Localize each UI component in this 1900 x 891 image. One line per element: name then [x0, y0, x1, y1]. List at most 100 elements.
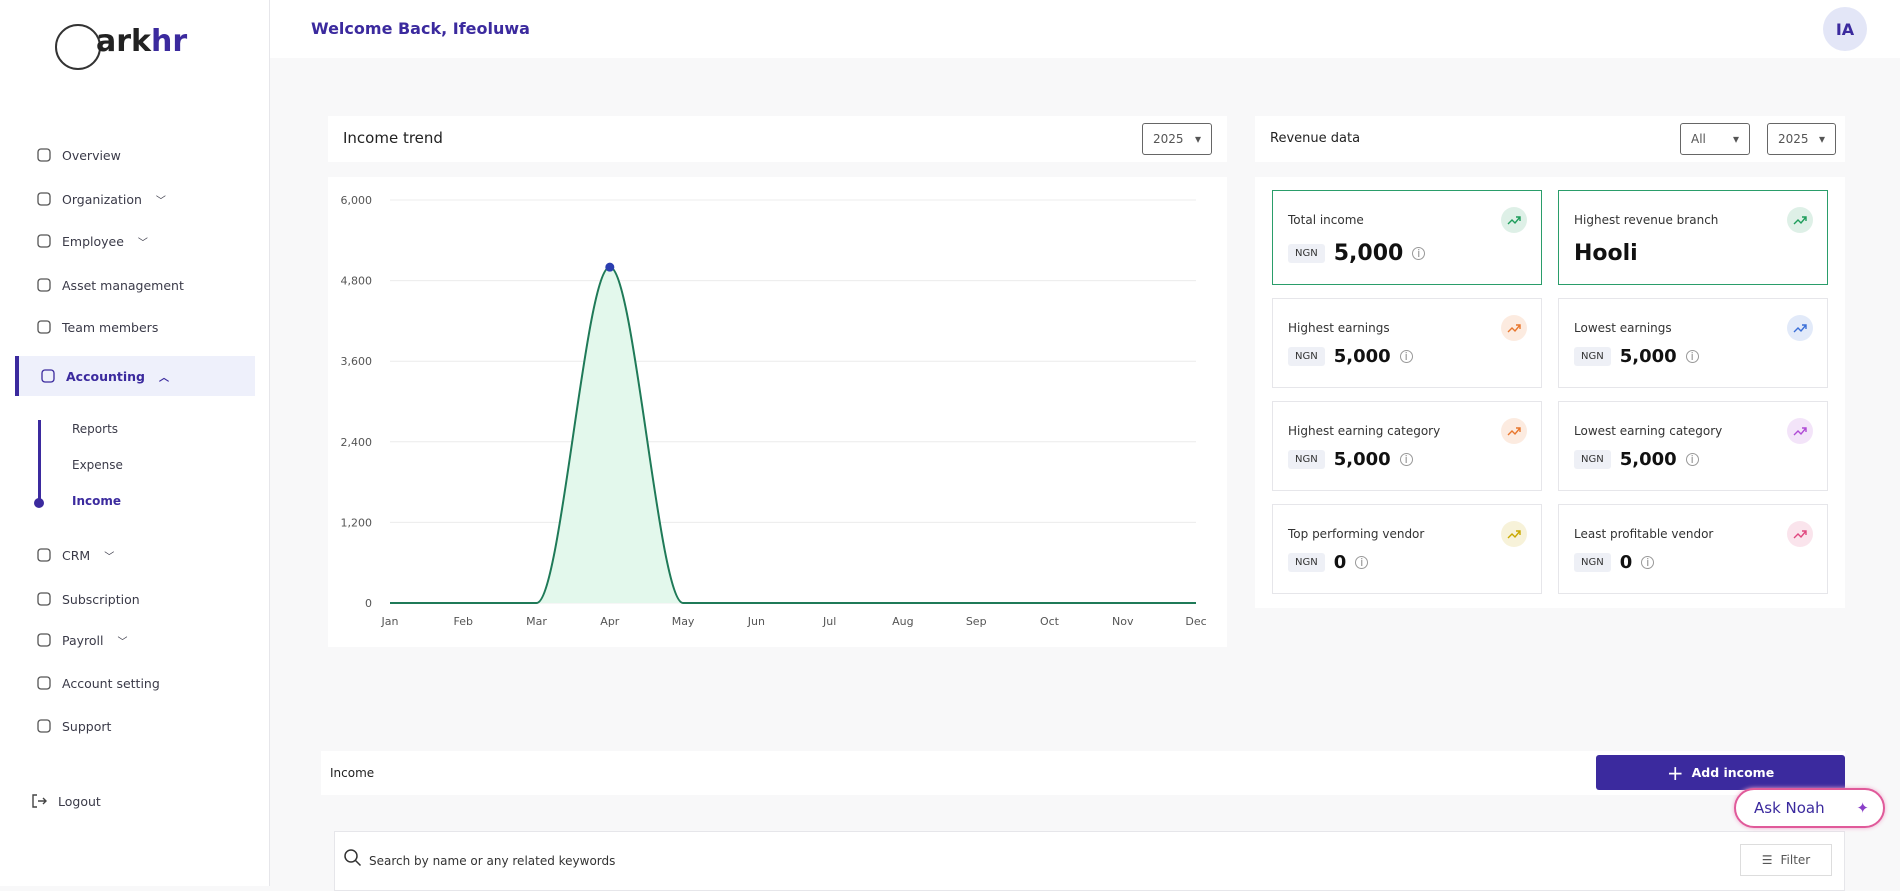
nav-icon: [37, 633, 51, 647]
trend-icon-bg: [1501, 521, 1527, 547]
trend-icon-arrow: [1507, 530, 1521, 539]
y-tick-label: 6,000: [341, 194, 373, 207]
x-tick-label: Oct: [1040, 615, 1060, 628]
logout-label: Logout: [58, 793, 101, 809]
filter-button[interactable]: ☰ Filter: [1740, 844, 1832, 876]
add-income-label: Add income: [1691, 765, 1775, 780]
nav-icon-shape: [37, 320, 51, 334]
y-tick-label: 1,200: [341, 516, 373, 529]
chevron: ﹀: [155, 195, 166, 207]
avatar[interactable]: IA: [1823, 7, 1867, 51]
filter-select-label: All: [1691, 132, 1706, 146]
trend-icon-arrow: [1507, 216, 1521, 225]
stat-value-row: NGN 0 i: [1288, 552, 1369, 573]
info-icon: i: [1399, 453, 1413, 466]
search-placeholder[interactable]: Search by name or any related keywords: [369, 854, 616, 868]
y-tick-label: 4,800: [341, 275, 373, 288]
trend-icon-bg: [1787, 418, 1813, 444]
sparkle-icon: ✦: [1856, 799, 1869, 817]
point: [605, 262, 615, 272]
nav-icon: [41, 369, 55, 383]
search-box: Search by name or any related keywords ☰…: [334, 831, 1845, 891]
x-tick-label: Aug: [892, 615, 913, 628]
info-icon: i: [1399, 350, 1413, 363]
currency-badge: NGN: [1574, 450, 1611, 469]
nav-item[interactable]: Payroll ﹀: [36, 630, 128, 650]
chevron: ︿: [159, 372, 169, 384]
stat-value: 0: [1333, 552, 1347, 573]
nav-item[interactable]: Organization ﹀: [36, 189, 166, 209]
trend-icon-arrow: [1507, 324, 1521, 333]
nav-item[interactable]: Accounting ︿: [40, 366, 169, 386]
nav-item[interactable]: Account setting: [36, 673, 160, 693]
sidebar: arkhr Logout Overview Organization ﹀ Employ…: [0, 0, 270, 886]
nav-item[interactable]: Support: [36, 716, 111, 736]
trend-icon-bg: [1787, 315, 1813, 341]
stat-label: Top performing vendor: [1288, 527, 1425, 541]
nav-label: Accounting: [66, 368, 145, 384]
nav-item[interactable]: Subscription: [36, 589, 140, 609]
stat-value-row: NGN 0 i: [1574, 552, 1655, 573]
logo-text: ark: [96, 24, 151, 59]
sub-nav-item[interactable]: Income: [72, 494, 122, 508]
trend-icon: [1787, 521, 1813, 547]
sub-nav-item[interactable]: Reports: [72, 422, 119, 436]
nav-icon: [37, 676, 51, 690]
filter-select[interactable]: All ▾: [1680, 123, 1750, 155]
nav-icon-shape: [37, 278, 51, 292]
logo: arkhr: [96, 24, 187, 59]
nav-icon-shape: [37, 148, 51, 162]
info-icon: i: [1685, 453, 1699, 466]
sub-nav-item[interactable]: Expense: [72, 458, 123, 472]
stat-card: Highest revenue branch Hooli: [1558, 190, 1828, 285]
logo-accent: hr: [151, 24, 188, 59]
stat-value-row: NGN 5,000 i: [1288, 449, 1413, 470]
add-income-button[interactable]: + Add income: [1596, 755, 1845, 790]
currency-badge: NGN: [1288, 553, 1325, 572]
chart: 0 1,200 2,400 3,600 4,800 6,000 Jan Feb Mar Apr Ma…: [341, 194, 1207, 628]
nav-label: CRM: [62, 547, 91, 563]
year-select-label: 2025: [1153, 132, 1184, 146]
x-tick-label: Nov: [1112, 615, 1134, 628]
year-select[interactable]: 2025 ▾: [1142, 123, 1212, 155]
search-icon: [344, 849, 362, 867]
nav-label: Overview: [62, 147, 121, 163]
x-tick-label: Dec: [1185, 615, 1206, 628]
revenue-title: Revenue data: [1270, 131, 1361, 146]
y-tick-label: 3,600: [341, 355, 373, 368]
nav-icon-shape: [37, 676, 51, 690]
caret: ▾: [1194, 132, 1201, 146]
ask-noah[interactable]: Ask Noah ✦: [1734, 788, 1885, 828]
nav-icon-shape: [37, 592, 51, 606]
nav-item[interactable]: Team members: [36, 317, 158, 337]
nav-icon-shape: [37, 719, 51, 733]
currency-badge: NGN: [1288, 450, 1325, 469]
sub-rail-dot: [34, 498, 44, 508]
sub-rail: [38, 420, 41, 502]
nav-item[interactable]: CRM ﹀: [36, 545, 114, 565]
trend-icon: [1787, 418, 1813, 444]
y-tick-label: 2,400: [341, 436, 373, 449]
logo-mark: [55, 24, 101, 70]
stat-value-row: NGN 5,000 i: [1288, 346, 1413, 367]
x-tick-label: Mar: [526, 615, 547, 628]
nav-item[interactable]: Asset management: [36, 275, 184, 295]
nav-label: Subscription: [62, 591, 140, 607]
stat-label: Total income: [1288, 213, 1364, 227]
revenue-year-select[interactable]: 2025 ▾: [1767, 123, 1836, 155]
nav-item[interactable]: Overview: [36, 145, 121, 165]
nav-icon: [37, 592, 51, 606]
stat-card: Total income NGN 5,000 i: [1272, 190, 1542, 285]
trend-icon: [1501, 418, 1527, 444]
trend-icon-bg: [1501, 418, 1527, 444]
y-tick-label: 0: [365, 597, 372, 610]
trend-icon-arrow: [1793, 324, 1807, 333]
info-icon: i: [1641, 556, 1655, 569]
revenue-panel: Total income NGN 5,000 i Highest revenue bra…: [1255, 177, 1845, 608]
logout[interactable]: Logout: [30, 791, 101, 811]
stat-value: Hooli: [1574, 241, 1638, 266]
nav-item[interactable]: Employee ﹀: [36, 231, 148, 251]
stat-label: Highest earning category: [1288, 424, 1441, 438]
nav-label: Account setting: [62, 675, 160, 691]
